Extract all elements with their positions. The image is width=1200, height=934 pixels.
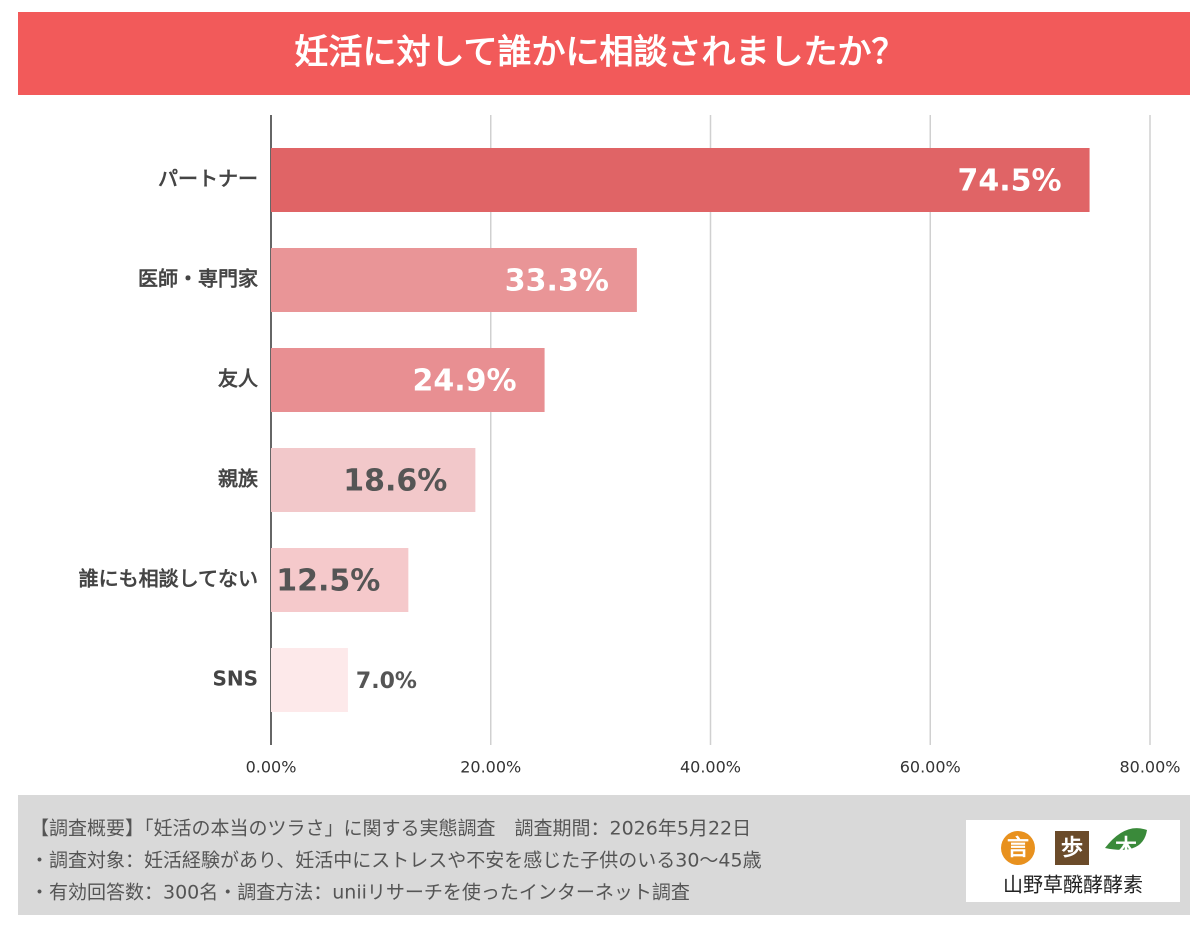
bar [271, 648, 348, 712]
y-tick-label: 誰にも相談してない [79, 567, 258, 591]
bar [271, 248, 637, 312]
logo-name: 山野草醗酵酵素 [1003, 873, 1143, 897]
y-tick-label: 医師・専門家 [138, 267, 259, 291]
logo-mark: 言 [1007, 835, 1029, 861]
logo-mark: 木 [1114, 836, 1138, 861]
x-tick-label: 60.00% [900, 758, 961, 777]
x-tick-label: 0.00% [246, 758, 297, 777]
y-tick-label: SNS [212, 667, 258, 691]
y-tick-label: 友人 [218, 367, 259, 391]
x-tick-label: 20.00% [460, 758, 521, 777]
footer-line: ・有効回答数：300名・調査方法：uniiリサーチを使ったインターネット調査 [30, 882, 690, 904]
logo-icon [1105, 828, 1147, 850]
chart-title: 妊活に対して誰かに相談されましたか？ [295, 33, 906, 73]
bar [271, 548, 409, 612]
value-label: 33.3% [505, 264, 609, 299]
title-banner [18, 12, 1190, 95]
x-tick-label: 80.00% [1119, 758, 1180, 777]
bar [271, 348, 545, 412]
value-label: 24.9% [413, 364, 517, 399]
y-tick-label: パートナー [158, 167, 258, 191]
value-label: 18.6% [343, 464, 447, 499]
x-tick-label: 40.00% [680, 758, 741, 777]
bar [271, 448, 476, 512]
footer-line: 【調査概要】「妊活の本当のツラさ」に関する実態調査 調査期間：2026年5月22… [30, 818, 751, 840]
value-label: 74.5% [957, 164, 1061, 199]
logo-mark: 歩 [1061, 836, 1083, 861]
value-label: 7.0% [356, 669, 417, 694]
logo-icon [1055, 831, 1089, 865]
bar [271, 148, 1090, 212]
y-tick-label: 親族 [218, 467, 259, 491]
value-label: 12.5% [276, 564, 380, 599]
footer-line: ・調査対象：妊活経験があり、妊活中にストレスや不安を感じた子供のいる30〜45歳 [30, 850, 762, 872]
logo-icon [1001, 831, 1035, 865]
